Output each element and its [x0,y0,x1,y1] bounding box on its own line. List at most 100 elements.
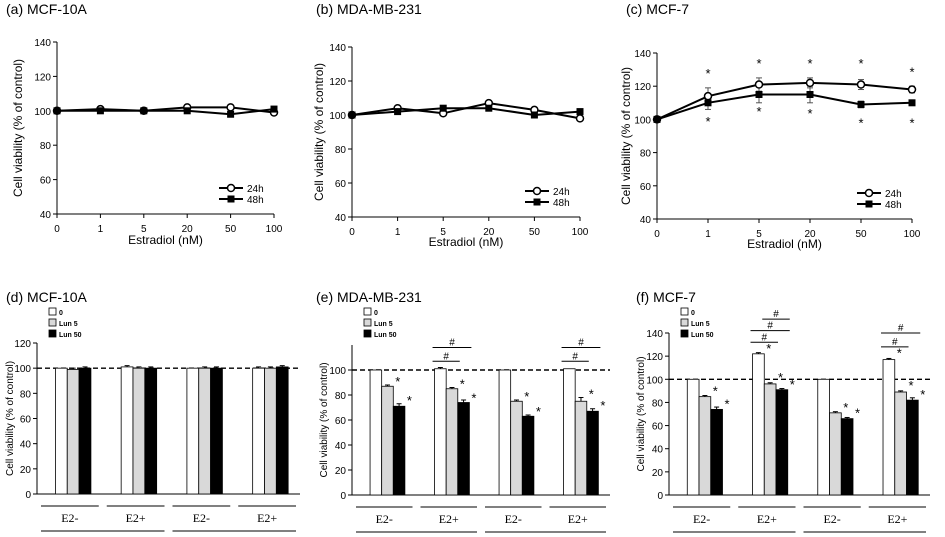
significance-star: * [407,393,412,408]
y-tick-label: 80 [20,389,32,400]
data-point-48h [140,107,148,115]
significance-star: * [460,377,465,392]
bar-panel-5: (f) MCF-7 0 20 40 60 80 100 120 140 Cell viabilit… [636,289,930,537]
x-tick-label: 1 [98,224,104,235]
data-point-48h [908,99,916,107]
line-panel-1: (b) MDA-MB-231 40 60 80 100 120 140 0 1 5 20 50 100 E… [312,1,589,249]
y-tick-label: 80 [40,141,52,152]
data-point-48h [485,104,493,112]
x-tick-label: 50 [225,224,237,235]
category-label: E2- [823,512,840,526]
y-tick-label: 80 [335,145,347,156]
x-tick-label: 1 [705,229,711,240]
data-point-24h [856,80,866,89]
bar-Lun-50 [392,405,406,496]
significance-star: * [909,116,914,131]
bar-0 [498,369,512,496]
data-point-48h [857,100,865,108]
data-point-24h [805,78,815,88]
bar-Lun-50 [457,402,470,496]
legend-label: 0 [374,310,378,317]
series-line-24h [56,106,275,114]
legend-swatch [363,318,372,327]
bar-0 [817,378,830,496]
x-axis-label: Estradiol (nM) [128,233,203,247]
bar-Lun-50 [906,399,919,496]
bar-Lun-5 [198,367,211,495]
significance-star: * [725,396,730,411]
y-tick-label: 80 [335,391,347,402]
data-point-48h [96,107,104,115]
significance-star: * [858,56,863,71]
data-point-48h [348,111,356,119]
y-tick-label: 100 [329,366,346,377]
legend-label: Lun 5 [374,321,393,328]
panel-title: (c) MCF-7 [626,1,689,17]
y-tick-label: 140 [634,49,651,60]
legend-swatch [48,329,57,338]
bar-Lun-50 [521,415,535,496]
legend-swatch [363,329,372,338]
bar-0 [686,378,700,496]
y-tick-label: 140 [329,43,346,54]
significance-star: * [897,346,902,361]
significance-star: * [600,398,605,413]
x-tick-label: 0 [349,227,355,238]
bar-Lun-50 [840,418,854,496]
data-point-48h [576,108,584,116]
bar-Lun-5 [510,400,523,496]
legend-marker [227,195,235,203]
y-tick-label: 120 [329,77,346,88]
bar-0 [120,366,134,495]
y-tick-label: 20 [20,465,32,476]
bar-Lun-5 [574,400,588,496]
significance-star: * [471,390,476,405]
data-point-48h [53,107,61,115]
significance-star: * [807,56,812,71]
y-axis-label: Cell viability (% of control) [312,63,326,201]
y-axis-label: Cell viability (% of control) [636,356,647,471]
y-tick-label: 0 [657,491,663,502]
significance-star: * [807,106,812,121]
data-point-48h [755,91,763,98]
significance-star: * [713,384,718,399]
x-tick-label: 20 [182,224,194,235]
bar-Lun-50 [210,367,223,495]
category-label: E2- [61,511,78,525]
x-tick-label: 50 [529,227,541,238]
data-point-24h [703,91,713,101]
y-axis-label: Cell viability (% of control) [5,361,16,476]
panel-title: (f) MCF-7 [636,289,696,305]
legend-swatch [363,307,372,316]
y-tick-label: 120 [14,339,31,350]
legend-label: Lun 5 [691,321,710,328]
legend-label: 48h [247,195,264,206]
line-panel-0: (a) MCF-10A 40 60 80 100 120 140 0 1 5 20 50 100 Estr… [6,1,283,247]
panel-title: (d) MCF-10A [6,289,88,305]
category-label: E2+ [257,511,277,525]
y-tick-label: 60 [40,176,52,187]
y-tick-label: 60 [335,416,347,427]
y-tick-label: 60 [335,179,347,190]
significance-star: * [589,387,594,402]
bar-Lun-5 [381,385,394,496]
y-tick-label: 0 [25,490,31,501]
x-tick-label: 0 [654,229,660,240]
bar-Lun-50 [144,367,158,495]
legend-marker [532,186,542,196]
bar-Lun-50 [710,408,723,496]
series-line-48h [656,93,913,121]
panel-title: (b) MDA-MB-231 [316,1,422,17]
legend-label: 24h [247,184,264,195]
bar-0 [186,367,200,495]
x-axis-label: Estradiol (nM) [429,235,504,249]
x-tick-label: 50 [855,229,867,240]
comparison-hash: # [767,321,773,332]
category-label: E2- [505,512,522,526]
y-tick-label: 100 [329,111,346,122]
data-point-48h [394,108,402,116]
category-label: E2+ [568,512,588,526]
x-tick-label: 5 [440,227,446,238]
comparison-hash: # [449,338,455,349]
legend-marker [865,200,873,208]
